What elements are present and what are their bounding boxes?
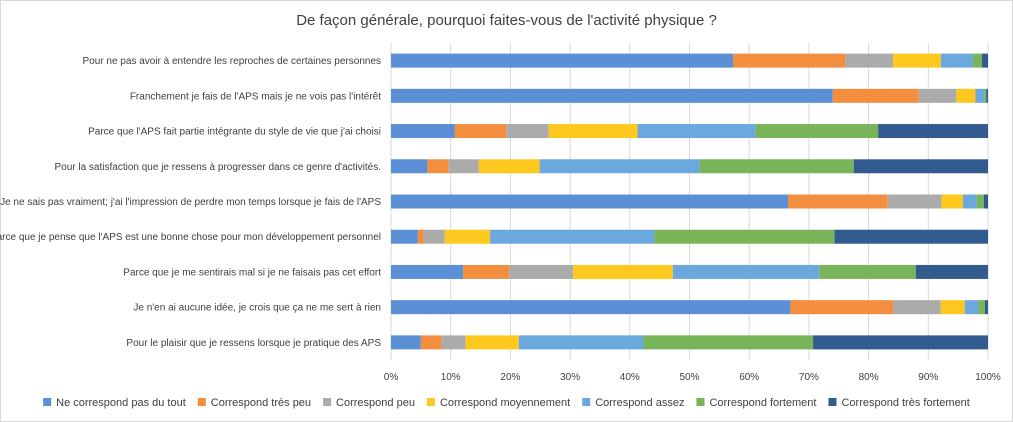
- bar-segment: [441, 335, 466, 350]
- bar-segment: [956, 88, 976, 103]
- bar-segment: [845, 53, 894, 68]
- bar-segment: [832, 88, 919, 103]
- bar-segment: [465, 335, 519, 350]
- x-tick-label: 70%: [799, 372, 819, 383]
- x-tick-label: 30%: [560, 372, 580, 383]
- legend-swatch: [43, 398, 52, 406]
- bar-segment: [454, 124, 507, 139]
- bar-segment: [573, 264, 673, 279]
- x-tick-label: 40%: [620, 372, 640, 383]
- bar-segment: [509, 264, 574, 279]
- bar-segment: [918, 88, 957, 103]
- category-label: Parce que je me sentirais mal si je ne f…: [123, 267, 381, 278]
- bar-segment: [672, 264, 820, 279]
- bar-segment: [834, 229, 988, 244]
- bar-segment: [788, 194, 888, 209]
- category-label: Parce que l'APS fait partie intégrante d…: [88, 127, 381, 138]
- bar-segment: [986, 88, 988, 103]
- bar-segment: [893, 300, 941, 315]
- bar-segment: [391, 124, 455, 139]
- bar-segment: [518, 335, 644, 350]
- bar-segment: [391, 53, 734, 68]
- bar-segment: [982, 53, 988, 68]
- legend-swatch: [696, 398, 705, 406]
- bar-segment: [893, 53, 941, 68]
- bar-segment: [448, 159, 479, 174]
- legend-label: Correspond peu: [336, 397, 415, 409]
- bar-segment: [941, 194, 963, 209]
- bar-segment: [391, 159, 428, 174]
- bar-segment: [423, 229, 445, 244]
- bar-segment: [427, 159, 449, 174]
- legend-swatch: [323, 398, 332, 406]
- bar-segment: [975, 88, 985, 103]
- legend-swatch: [426, 398, 435, 406]
- legend-label: Ne correspond pas du tout: [56, 397, 186, 409]
- bar-segment: [391, 229, 418, 244]
- bar-segment: [887, 194, 942, 209]
- legend-swatch: [828, 398, 837, 406]
- bar-segment: [539, 159, 700, 174]
- bar-segment: [940, 300, 965, 315]
- category-label: Franchement je fais de l'APS mais je ne …: [130, 91, 381, 102]
- category-label: Pour la satisfaction que je ressens à pr…: [54, 162, 381, 173]
- bar-segment: [813, 335, 988, 350]
- bar-segment: [984, 88, 987, 103]
- bar-segment: [853, 159, 988, 174]
- bar-segment: [490, 229, 655, 244]
- bar-segment: [940, 53, 974, 68]
- bar-segment: [506, 124, 549, 139]
- bar-segment: [819, 264, 916, 279]
- bar-segment: [391, 300, 791, 315]
- bar-segment: [478, 159, 540, 174]
- x-tick-label: 50%: [679, 372, 699, 383]
- bar-segment: [444, 229, 491, 244]
- bar-segment: [417, 229, 424, 244]
- bar-segment: [978, 300, 986, 315]
- legend-label: Correspond très fortement: [841, 397, 969, 409]
- legend-swatch: [197, 398, 206, 406]
- x-tick-label: 100%: [975, 372, 1001, 383]
- bar-segment: [790, 300, 894, 315]
- bar-segment: [391, 88, 833, 103]
- x-tick-label: 0%: [384, 372, 399, 383]
- category-label: Parce que je pense que l'APS est une bon…: [0, 232, 381, 243]
- chart-title: De façon générale, pourquoi faites-vous …: [296, 12, 717, 29]
- bar-segment: [964, 300, 979, 315]
- bar-segment: [654, 229, 835, 244]
- bar-segment: [733, 53, 846, 68]
- category-label: Je ne sais pas vraiment; j'ai l'impressi…: [0, 197, 381, 208]
- bar-segment: [391, 335, 421, 350]
- bar-segment: [915, 264, 988, 279]
- bar-segment: [637, 124, 756, 139]
- bar-segment: [755, 124, 879, 139]
- bar-segment: [643, 335, 814, 350]
- x-tick-label: 20%: [500, 372, 520, 383]
- bar-segment: [420, 335, 442, 350]
- bar-segment: [973, 53, 983, 68]
- legend-swatch: [582, 398, 591, 406]
- category-label: Pour ne pas avoir à entendre les reproch…: [82, 56, 381, 67]
- x-tick-label: 90%: [918, 372, 938, 383]
- bar-segment: [391, 264, 464, 279]
- bar-segment: [548, 124, 638, 139]
- bar-segment: [962, 194, 977, 209]
- legend-label: Correspond assez: [595, 397, 684, 409]
- bar-segment: [699, 159, 854, 174]
- bar-segment: [976, 194, 984, 209]
- bar-segment: [391, 194, 789, 209]
- category-label: Pour le plaisir que je ressens lorsque j…: [126, 338, 381, 349]
- legend-label: Correspond moyennement: [440, 397, 570, 409]
- bar-segment: [878, 124, 988, 139]
- legend-label: Correspond fortement: [709, 397, 816, 409]
- bar-segment: [985, 300, 988, 315]
- x-tick-label: 60%: [739, 372, 759, 383]
- category-label: Je n'en ai aucune idée, je crois que ça …: [133, 303, 381, 314]
- bar-segment: [983, 194, 988, 209]
- legend-label: Correspond très peu: [211, 397, 311, 409]
- x-tick-label: 80%: [859, 372, 879, 383]
- bar-segment: [463, 264, 510, 279]
- x-tick-label: 10%: [441, 372, 461, 383]
